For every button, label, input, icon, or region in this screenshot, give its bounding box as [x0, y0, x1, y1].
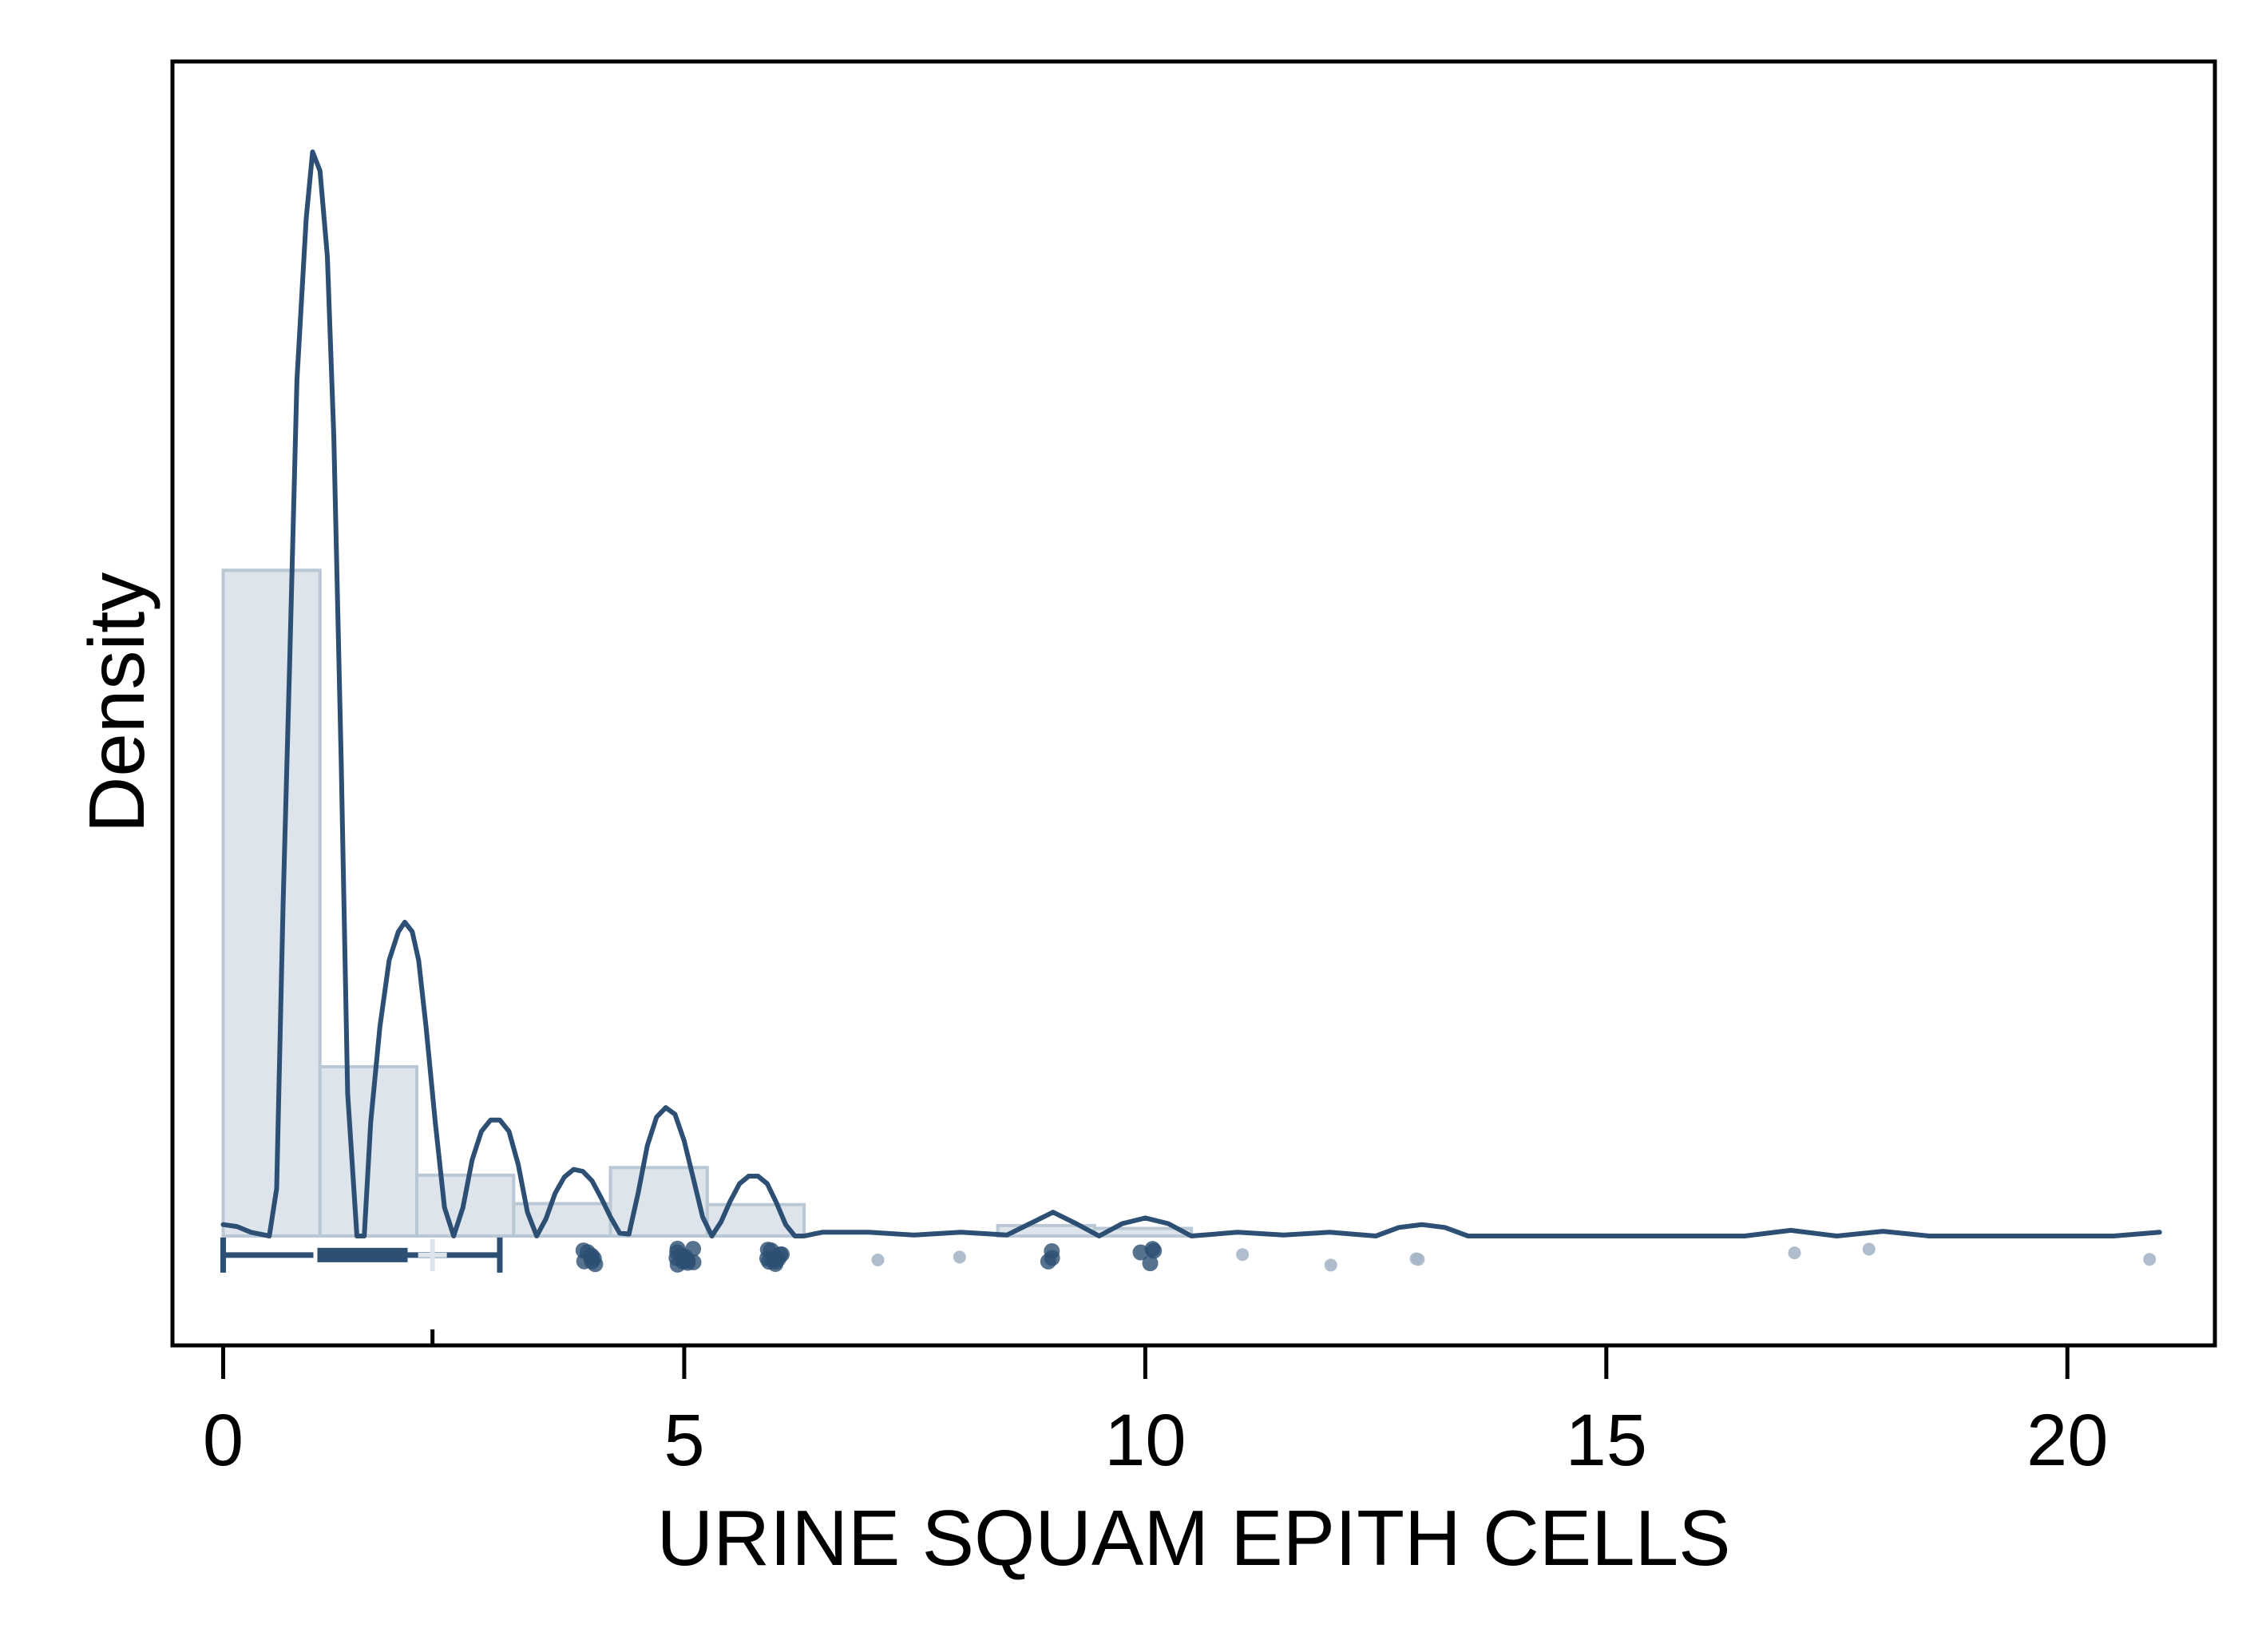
histogram-bar-4 — [608, 1166, 709, 1238]
rug-point-11-0 — [1862, 1242, 1876, 1256]
rug-point-0-7 — [584, 1253, 600, 1270]
x-axis: 0 5 10 15 20 — [203, 1329, 2108, 1481]
rug-point-2-9 — [772, 1246, 789, 1263]
rug-point-6-3 — [1146, 1242, 1163, 1259]
density-curve — [220, 149, 2162, 1238]
x-tick-label-2: 10 — [1104, 1400, 1186, 1481]
plot-frame — [170, 59, 2217, 1348]
rug-point-10-0 — [1788, 1246, 1801, 1260]
rug-point-4-0 — [953, 1250, 966, 1264]
x-axis-title: URINE SQUAM EPITH CELLS — [656, 1494, 1730, 1582]
rug-point-1-11 — [669, 1244, 686, 1261]
x-tick-label-1: 5 — [664, 1400, 704, 1481]
y-axis-title: Density — [73, 572, 160, 834]
rug-point-6-0 — [1142, 1255, 1159, 1272]
rug-point-3-0 — [871, 1253, 885, 1266]
rug-point-8-0 — [1324, 1258, 1337, 1272]
rug-point-5-2 — [1040, 1253, 1056, 1270]
x-tick-label-4: 20 — [2026, 1400, 2108, 1481]
x-tick-label-3: 15 — [1566, 1400, 1647, 1481]
histogram-bar-0 — [221, 568, 322, 1238]
x-tick-label-0: 0 — [203, 1400, 244, 1481]
rug-point-12-0 — [2143, 1253, 2157, 1266]
rug-point-9-1 — [1409, 1252, 1423, 1266]
plot-marks — [220, 149, 2162, 1273]
rug-point-2-8 — [759, 1250, 775, 1267]
boxplot-box — [315, 1247, 408, 1262]
rug-point-7-0 — [1236, 1248, 1250, 1262]
